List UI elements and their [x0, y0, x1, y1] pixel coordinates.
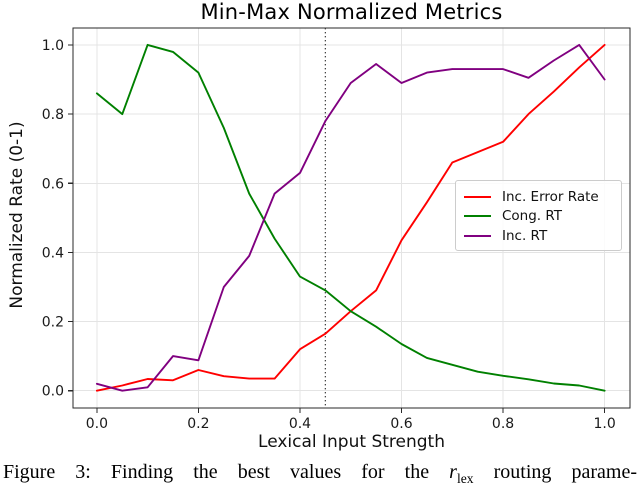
caption-prefix: Figure 3: Finding the best values for th…	[3, 461, 450, 483]
svg-text:0.4: 0.4	[289, 416, 311, 432]
caption-subscript: lex	[456, 471, 474, 486]
caption-suffix: routing parame-	[473, 461, 638, 483]
caption-variable: r	[449, 461, 457, 483]
svg-text:0.6: 0.6	[390, 416, 412, 432]
svg-text:1.0: 1.0	[593, 416, 615, 432]
svg-text:0.0: 0.0	[42, 384, 64, 400]
legend-line-purple	[464, 234, 491, 237]
chart-title: Min-Max Normalized Metrics	[200, 0, 503, 24]
figure-caption: Figure 3: Finding the best values for th…	[3, 461, 638, 486]
svg-text:0.0: 0.0	[86, 416, 108, 432]
x-axis-label: Lexical Input Strength	[258, 432, 445, 452]
svg-text:0.2: 0.2	[187, 416, 209, 432]
legend-entry-inc-error-rate: Inc. Error Rate	[464, 187, 613, 206]
svg-text:0.6: 0.6	[42, 176, 64, 192]
legend-label: Inc. RT	[502, 227, 548, 244]
legend-label: Inc. Error Rate	[502, 188, 599, 205]
plot-area: 0.0 0.2 0.4 0.6 0.8 1.0 0.0 0.2 0.4 0.6 0.8 1.0	[42, 27, 631, 432]
legend-line-red	[464, 195, 491, 198]
y-axis-label: Normalized Rate (0-1)	[7, 121, 27, 309]
svg-text:0.8: 0.8	[42, 107, 64, 123]
svg-text:0.4: 0.4	[42, 245, 64, 261]
svg-text:0.8: 0.8	[492, 416, 514, 432]
legend-entry-cong-rt: Cong. RT	[464, 207, 613, 226]
legend: Inc. Error Rate Cong. RT Inc. RT	[455, 180, 622, 251]
legend-line-green	[464, 215, 491, 217]
legend-label: Cong. RT	[502, 208, 563, 224]
legend-entry-inc-rt: Inc. RT	[464, 226, 613, 245]
svg-text:1.0: 1.0	[42, 38, 64, 54]
svg-text:0.2: 0.2	[42, 315, 64, 331]
